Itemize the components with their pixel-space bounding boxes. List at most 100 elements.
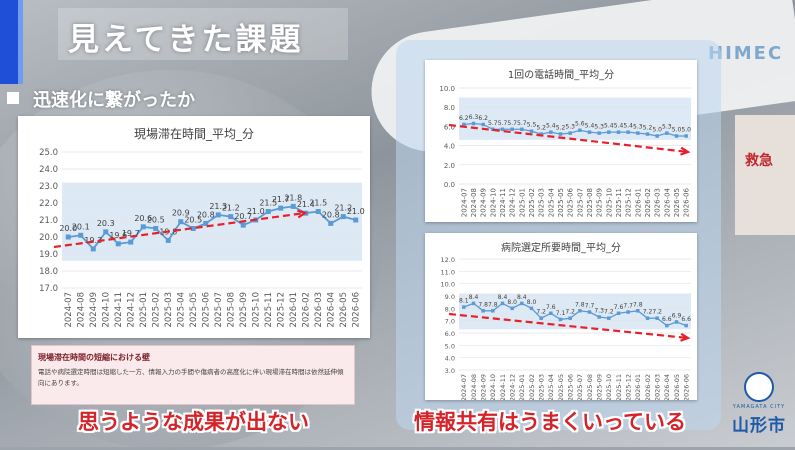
data-point [520, 301, 524, 306]
data-label: 5.0 [672, 127, 682, 134]
data-label: 20.5 [147, 216, 165, 225]
x-tick-label: 2024-12 [127, 292, 137, 328]
data-label: 5.4 [623, 123, 633, 130]
x-tick-label: 2024-10 [102, 292, 112, 328]
data-point [510, 127, 514, 132]
data-label: 5.4 [585, 123, 595, 130]
data-point [103, 229, 109, 235]
y-tick-label: 12.0 [441, 256, 455, 264]
data-point [665, 131, 669, 135]
data-point [481, 122, 485, 127]
y-tick-label: 8.0 [445, 305, 455, 313]
data-label: 6.2 [459, 115, 469, 122]
data-label: 5.4 [614, 123, 624, 130]
trend-arrowhead [680, 146, 691, 156]
x-tick-label: 2025-05 [189, 292, 199, 328]
data-label: 21.8 [284, 193, 302, 202]
data-label: 5.7 [498, 120, 508, 127]
y-tick-label: 6.0 [444, 123, 455, 131]
data-point [290, 203, 296, 209]
y-tick-label: 24.0 [39, 165, 58, 175]
x-tick-label: 2025-03 [164, 292, 174, 328]
data-point [462, 305, 466, 309]
data-point [539, 132, 543, 136]
data-label: 20.7 [234, 212, 252, 221]
data-label: 21.5 [259, 199, 277, 208]
x-tick-label: 2024-12 [508, 374, 516, 400]
x-tick-label: 2026-05 [673, 374, 681, 400]
logo-text: 山形市 [732, 416, 786, 436]
x-tick-label: 2025-03 [538, 188, 546, 217]
x-tick-label: 2024-09 [89, 292, 99, 328]
x-tick-label: 2025-09 [239, 292, 249, 328]
x-tick-label: 2025-07 [214, 292, 224, 328]
x-tick-label: 2026-03 [653, 374, 661, 400]
data-label: 7.1 [556, 310, 566, 317]
y-tick-label: 10.0 [441, 281, 455, 289]
x-tick-label: 2025-10 [252, 292, 262, 328]
x-tick-label: 2024-07 [64, 292, 74, 328]
data-point [190, 226, 196, 231]
y-tick-label: 7.0 [445, 318, 455, 326]
data-label: 5.7 [488, 120, 498, 127]
data-point [549, 311, 553, 316]
data-label: 7.8 [575, 301, 585, 308]
x-tick-label: 2025-02 [528, 188, 536, 217]
data-point [655, 134, 659, 138]
y-tick-label: 20.0 [39, 233, 58, 243]
data-label: 5.2 [643, 125, 653, 132]
x-tick-label: 2025-04 [177, 292, 187, 328]
data-label: 7.6 [614, 304, 624, 311]
y-tick-label: 19.0 [39, 250, 58, 260]
data-point [587, 130, 592, 134]
data-point [558, 132, 563, 136]
data-point [597, 315, 601, 319]
x-tick-label: 2024-11 [499, 188, 507, 217]
x-tick-label: 2026-05 [339, 292, 349, 328]
data-label: 7.3 [594, 307, 604, 314]
data-point [616, 130, 621, 134]
y-tick-label: 6.0 [445, 330, 455, 338]
x-tick-label: 2025-07 [576, 188, 584, 217]
city-logo: YAMAGATA CITY 山形市 [728, 372, 790, 442]
chart-hospital-selection: 3.0 4.0 5.0 6.0 7.0 8.0 9.0 10.0 11.0 12.0 2024-07… [441, 256, 692, 400]
data-point [568, 131, 572, 135]
data-label: 5.3 [565, 124, 575, 131]
data-point [353, 217, 359, 223]
data-label: 20.5 [184, 216, 202, 225]
data-point [655, 316, 659, 320]
data-label: 21.3 [209, 202, 227, 211]
data-label: 7.2 [536, 309, 546, 316]
y-tick-label: 17.0 [39, 284, 58, 294]
data-label: 5.7 [507, 120, 517, 127]
data-point [115, 241, 121, 247]
x-tick-label: 2024-11 [114, 292, 124, 328]
x-tick-label: 2025-06 [202, 292, 212, 328]
data-point [315, 209, 321, 214]
x-tick-label: 2025-11 [264, 292, 274, 328]
x-tick-label: 2024-09 [480, 188, 488, 217]
trend-line [448, 123, 689, 154]
x-tick-label: 2026-01 [634, 188, 642, 217]
x-tick-label: 2024-10 [489, 374, 497, 400]
title-backdrop [58, 8, 348, 60]
data-point [626, 130, 630, 134]
x-tick-label: 2025-08 [586, 374, 594, 400]
y-tick-label: 11.0 [441, 268, 455, 276]
data-point [65, 234, 71, 240]
data-point [558, 317, 563, 322]
data-point [500, 127, 505, 132]
chart-title: 病院選定所要時間_平均_分 [501, 243, 621, 254]
data-label: 7.2 [643, 309, 653, 316]
chart-card-scene-time: 現場滞在時間_平均_分 17.0 18.0 19.0 20.0 21.0 22.0 23.0… [18, 116, 370, 338]
data-point [645, 132, 650, 136]
data-label: 8.0 [527, 299, 537, 306]
data-label: 6.2 [478, 115, 488, 122]
data-label: 5.2 [556, 125, 566, 132]
data-label: 6.6 [662, 316, 672, 323]
y-tick-label: 10.0 [439, 85, 455, 93]
x-tick-label: 2024-08 [77, 292, 87, 328]
plot-band [459, 293, 691, 330]
data-point [578, 128, 582, 132]
y-tick-label: 25.0 [39, 148, 58, 158]
